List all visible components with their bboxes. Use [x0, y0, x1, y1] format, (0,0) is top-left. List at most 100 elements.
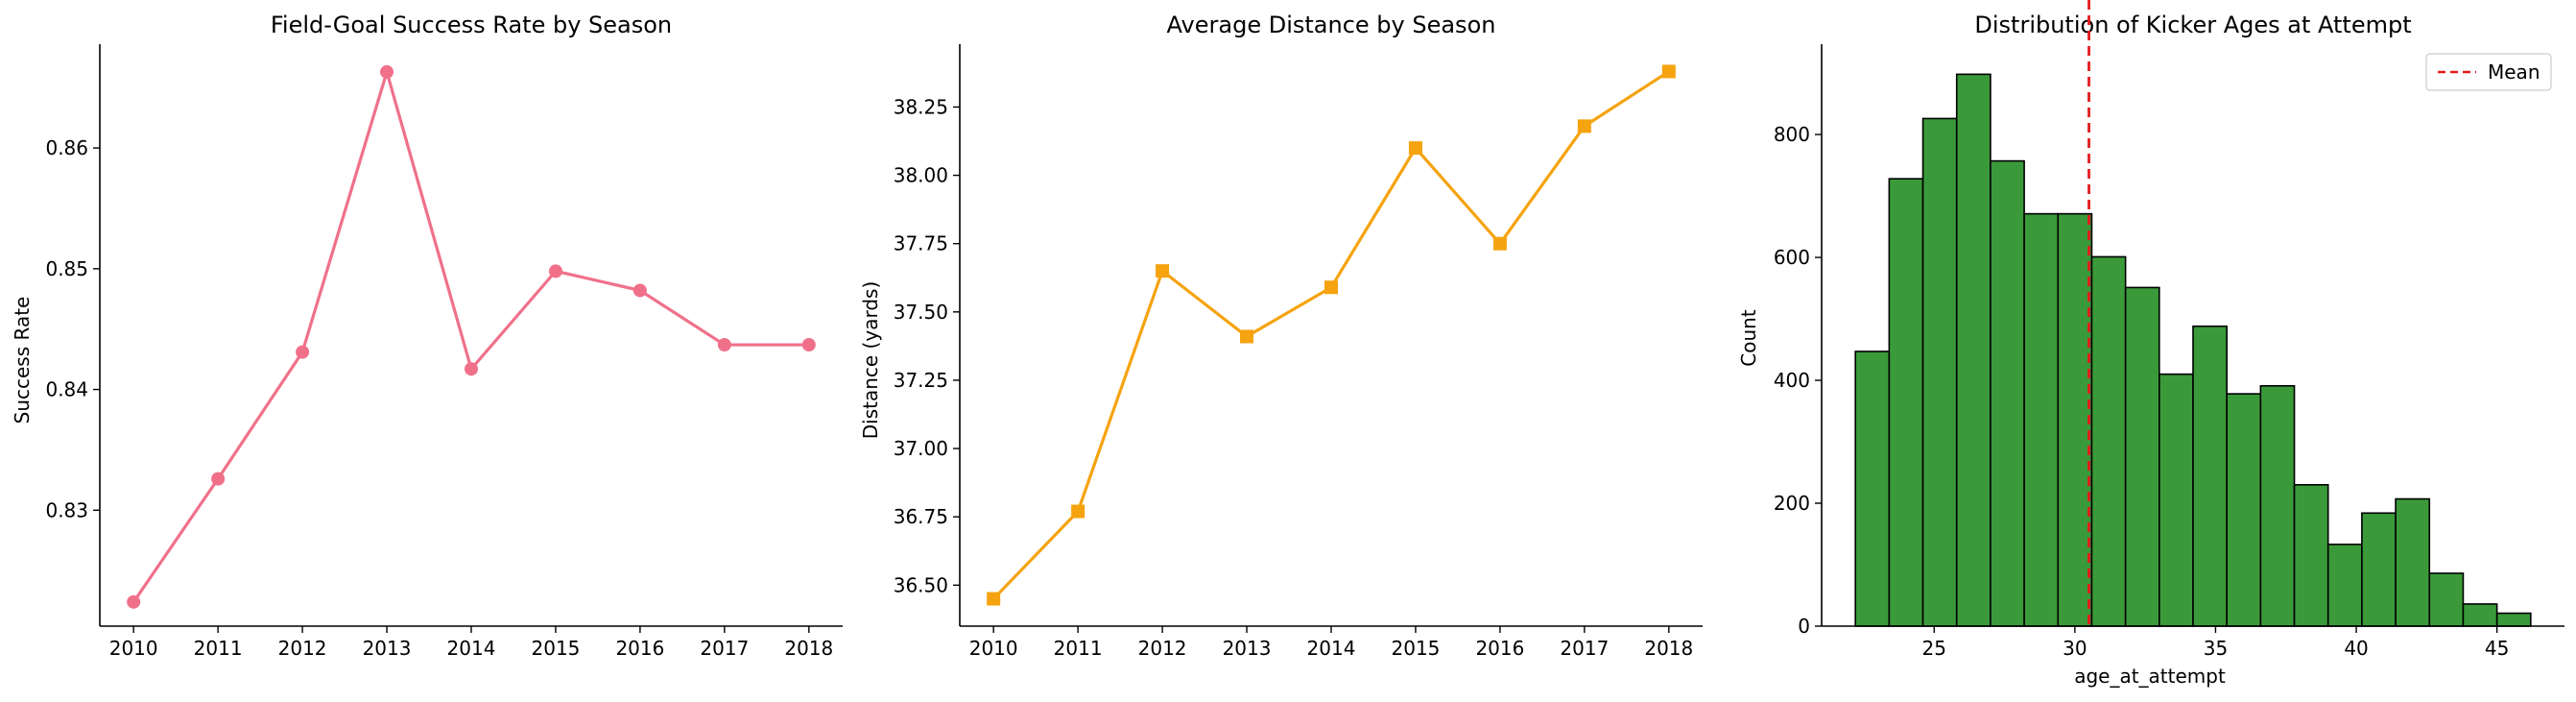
y-tick-label: 600 — [1774, 246, 1810, 269]
x-tick-label: 2011 — [194, 637, 243, 660]
x-tick-label: 2012 — [278, 637, 327, 660]
y-tick-label: 0.84 — [45, 378, 88, 401]
histogram-bar — [2395, 497, 2431, 627]
x-tick-label: 2018 — [784, 637, 833, 660]
x-tick-label: 2017 — [700, 637, 749, 660]
x-tick-label: 2016 — [615, 637, 664, 660]
histogram-bar — [2259, 384, 2296, 627]
y-tick-label: 36.75 — [894, 505, 948, 528]
y-ticks: 36.50 36.75 37.00 37.25 37.50 37.75 38.00 38.25 — [894, 95, 960, 596]
histogram-bar — [1921, 117, 1958, 627]
histogram-bar — [1955, 73, 1992, 627]
histogram-bar — [2124, 286, 2160, 627]
histogram-bar — [2495, 612, 2532, 627]
x-tick-label: 30 — [2063, 637, 2087, 660]
data-point — [632, 283, 647, 298]
histogram-bar — [2326, 544, 2363, 627]
x-tick-label: 2016 — [1475, 637, 1524, 660]
x-axis-label: age_at_attempt — [2074, 665, 2226, 688]
x-tick-label: 25 — [1922, 637, 1946, 660]
histogram-bar — [1854, 351, 1891, 627]
data-point — [127, 594, 141, 609]
y-tick-label: 38.00 — [894, 164, 948, 187]
x-tick-label: 2012 — [1138, 637, 1187, 660]
y-ticks: 0 200 400 600 800 — [1774, 123, 1822, 638]
x-ticks: 2010 2011 2012 2013 2014 2015 2016 2017 2018 — [109, 626, 833, 660]
x-tick-label: 2015 — [532, 637, 581, 660]
histogram-bar — [2462, 603, 2498, 627]
y-tick-label: 37.25 — [894, 369, 948, 392]
y-tick-label: 0.86 — [45, 136, 88, 159]
y-ticks: 0.83 0.84 0.85 0.86 — [45, 136, 100, 521]
series-line — [131, 70, 809, 603]
y-tick-label: 36.50 — [894, 573, 948, 596]
data-point — [1324, 280, 1338, 295]
data-point — [1408, 141, 1422, 156]
x-ticks: 25 30 35 40 45 — [1922, 626, 2509, 660]
histogram-bar — [2226, 393, 2262, 627]
data-point — [548, 264, 562, 278]
chart-title: Field-Goal Success Rate by Season — [271, 12, 672, 38]
y-tick-label: 0.85 — [45, 257, 88, 280]
x-tick-label: 2013 — [1223, 637, 1272, 660]
histogram-bar — [2090, 255, 2127, 627]
data-point — [1156, 264, 1170, 278]
y-tick-label: 37.50 — [894, 301, 948, 324]
data-point — [465, 362, 478, 376]
legend-label-mean: Mean — [2488, 61, 2540, 84]
data-point — [1661, 64, 1676, 79]
x-tick-label: 35 — [2204, 637, 2228, 660]
y-tick-label: 37.75 — [894, 232, 948, 255]
chart-title: Distribution of Kicker Ages at Attempt — [1974, 12, 2411, 38]
data-point — [1240, 329, 1254, 344]
x-tick-label: 2017 — [1560, 637, 1609, 660]
legend-box — [2425, 53, 2552, 91]
y-tick-label: 37.00 — [894, 437, 948, 460]
series-marks — [127, 64, 816, 609]
success-rate-chart: Field-Goal Success Rate by Season Succes… — [11, 12, 843, 660]
histogram-bars — [1854, 73, 2532, 627]
x-tick-label: 40 — [2344, 637, 2368, 660]
x-tick-label: 2014 — [447, 637, 496, 660]
x-tick-label: 2010 — [109, 637, 158, 660]
series-marks — [987, 64, 1676, 606]
histogram-bar — [2057, 212, 2093, 627]
x-tick-label: 2018 — [1644, 637, 1693, 660]
y-tick-label: 800 — [1774, 123, 1810, 146]
y-axis-label: Distance (yards) — [859, 281, 882, 440]
data-point — [987, 592, 1001, 606]
y-tick-label: 400 — [1774, 369, 1810, 392]
data-point — [296, 345, 310, 359]
histogram-bar — [2293, 484, 2329, 627]
data-point — [380, 64, 394, 79]
histogram-bar — [2023, 212, 2060, 627]
x-tick-label: 2013 — [363, 637, 412, 660]
histogram-bar — [1990, 159, 2025, 627]
histogram-bar — [2159, 373, 2194, 627]
histogram-bar — [2428, 572, 2465, 627]
histogram-bar — [2192, 325, 2228, 627]
histogram-bar — [2361, 512, 2397, 627]
legend: Mean — [2425, 53, 2552, 91]
y-tick-label: 38.25 — [894, 95, 948, 118]
data-point — [1071, 504, 1085, 519]
chart-title: Average Distance by Season — [1167, 12, 1496, 38]
y-tick-label: 200 — [1774, 492, 1810, 515]
x-tick-label: 2010 — [969, 637, 1018, 660]
data-point — [211, 472, 226, 486]
data-point — [1492, 236, 1507, 251]
y-axis-label: Count — [1737, 309, 1760, 367]
data-point — [717, 338, 731, 352]
kicker-age-histogram: Distribution of Kicker Ages at Attempt C… — [1737, 0, 2564, 688]
data-point — [1577, 119, 1591, 133]
y-tick-label: 0 — [1798, 615, 1810, 638]
data-point — [801, 338, 816, 352]
x-ticks: 2010 2011 2012 2013 2014 2015 2016 2017 2018 — [969, 626, 1693, 660]
histogram-bar — [1888, 178, 1924, 627]
x-tick-label: 2011 — [1054, 637, 1103, 660]
x-tick-label: 2014 — [1307, 637, 1356, 660]
y-tick-label: 0.83 — [45, 498, 88, 521]
x-tick-label: 2015 — [1392, 637, 1441, 660]
x-tick-label: 45 — [2485, 637, 2509, 660]
